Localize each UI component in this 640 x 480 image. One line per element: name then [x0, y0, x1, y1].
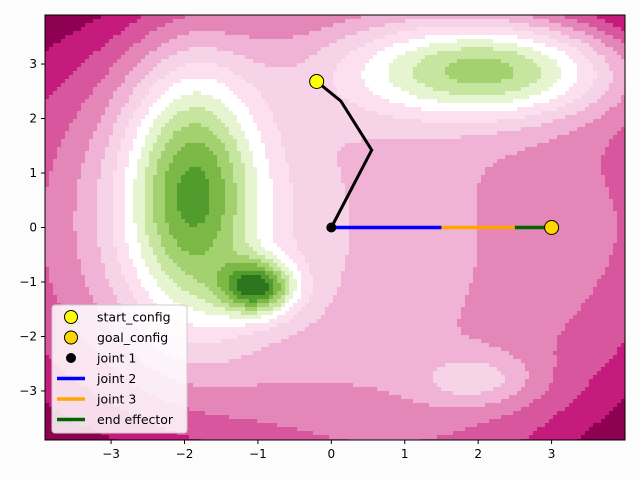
legend-end-effector-label: end effector	[97, 412, 174, 427]
joint-1-marker	[327, 223, 336, 232]
y-tick-label: 3	[29, 57, 37, 71]
legend-start-config-swatch	[65, 311, 78, 324]
legend-joint-2-label: joint 2	[96, 371, 136, 386]
legend-goal-config-label: goal_config	[97, 330, 168, 345]
x-tick-label: 0	[328, 447, 336, 461]
goal-config-marker	[545, 221, 559, 235]
x-tick-label: −2	[176, 447, 194, 461]
legend-joint-3-label: joint 3	[96, 392, 136, 407]
x-tick-label: 3	[548, 447, 556, 461]
legend-joint-1-swatch	[67, 354, 76, 363]
y-tick-label: 0	[29, 221, 37, 235]
legend-goal-config-swatch	[65, 331, 78, 344]
y-tick-label: 2	[29, 112, 37, 126]
start-config-marker	[310, 74, 324, 88]
y-tick-label: −3	[19, 384, 37, 398]
y-tick-label: −1	[19, 275, 37, 289]
x-tick-label: −3	[102, 447, 120, 461]
x-tick-label: 2	[474, 447, 482, 461]
legend-joint-1-label: joint 1	[96, 351, 136, 366]
legend-start-config-label: start_config	[97, 310, 171, 325]
y-tick-label: 1	[29, 166, 37, 180]
x-tick-label: 1	[401, 447, 409, 461]
x-tick-label: −1	[249, 447, 267, 461]
y-tick-label: −2	[19, 329, 37, 343]
